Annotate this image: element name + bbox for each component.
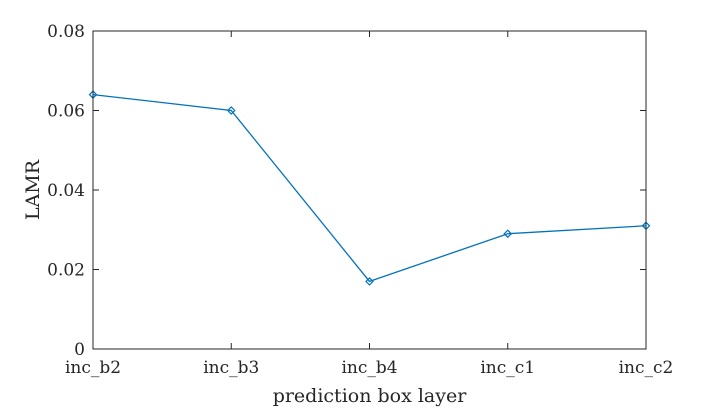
y-tick-label: 0.04 — [47, 181, 85, 201]
y-tick-label: 0.02 — [47, 261, 85, 281]
y-tick-label: 0.06 — [47, 102, 85, 122]
y-axis-label: LAMR — [22, 159, 44, 220]
axes-box — [92, 30, 647, 350]
y-tick-label: 0.08 — [47, 22, 85, 42]
x-tick-label: inc_b2 — [65, 358, 121, 378]
x-axis-ticks: inc_b2 inc_b3 inc_b4 inc_c1 inc_c2 — [65, 31, 673, 378]
data-point-marker — [503, 229, 513, 239]
x-tick-label: inc_b4 — [341, 358, 397, 378]
x-axis-label: prediction box layer — [273, 385, 468, 407]
data-point-marker — [365, 277, 374, 286]
y-tick-label: 0 — [74, 340, 85, 360]
series-line — [92, 93, 647, 283]
x-tick-label: inc_c2 — [619, 358, 674, 378]
y-axis-ticks: 0 0.02 0.04 0.06 0.08 — [47, 22, 646, 360]
x-tick-label: inc_b3 — [203, 358, 259, 378]
data-point-marker — [226, 106, 236, 115]
x-tick-label: inc_c1 — [480, 358, 535, 378]
plot-area — [93, 31, 646, 349]
